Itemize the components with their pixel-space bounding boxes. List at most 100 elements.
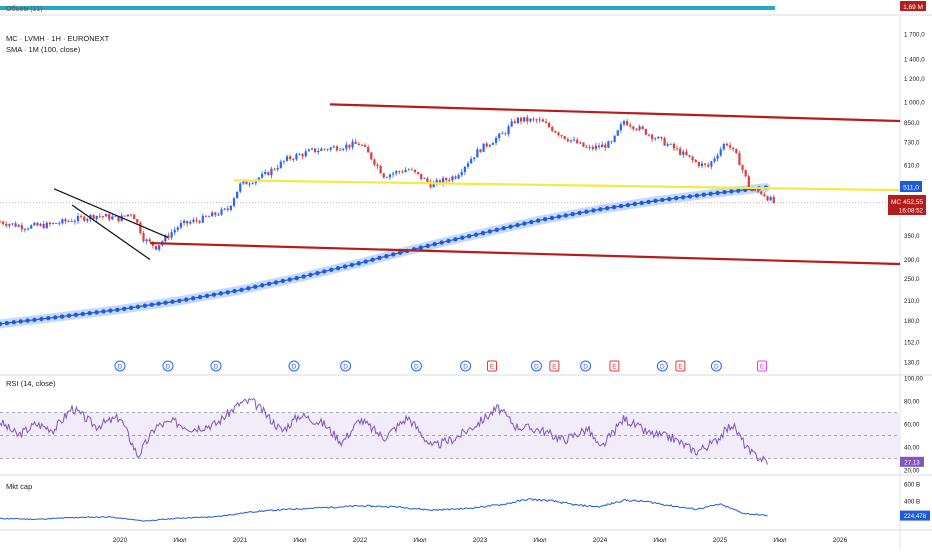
candle-body — [167, 235, 170, 238]
sma-dot — [149, 302, 154, 307]
price-tick-label: 1 700,0 — [904, 32, 925, 39]
candle-body — [582, 142, 585, 147]
candle-body — [2, 221, 5, 225]
candle-body — [351, 141, 354, 148]
candle-body — [20, 225, 23, 230]
sma-dot — [335, 265, 341, 271]
candle-body — [251, 183, 254, 184]
symbol-title[interactable]: MC · LVMH · 1H · EURONEXT — [6, 34, 110, 43]
sma-dot — [108, 308, 113, 313]
candle-body — [513, 121, 516, 123]
dividend-marker[interactable]: D — [210, 360, 222, 372]
dividend-marker[interactable]: D — [162, 360, 174, 372]
price-badge-symbol: MC — [891, 199, 901, 206]
sma-dot — [0, 321, 3, 327]
candle-body — [239, 183, 242, 192]
dividend-marker[interactable]: D — [656, 360, 668, 372]
dividend-marker[interactable]: D — [114, 360, 126, 372]
rsi-value-badge-text: 27,13 — [904, 459, 920, 466]
dividend-marker[interactable]: D — [580, 360, 592, 372]
candle-body — [697, 162, 700, 167]
candle-body — [722, 143, 725, 150]
candle-body — [142, 233, 145, 242]
candle-body — [504, 133, 507, 135]
candle-body — [523, 117, 526, 122]
dividend-marker[interactable]: D — [288, 360, 300, 372]
candle-body — [317, 150, 320, 153]
sma-dot — [598, 207, 603, 212]
time-tick-label: 2026 — [833, 537, 848, 544]
dividend-marker-circle — [460, 360, 472, 372]
candle-body — [679, 148, 682, 155]
event-marker-label: E — [678, 364, 683, 371]
candle-body — [591, 146, 594, 149]
candle-body — [644, 128, 647, 135]
candle-body — [473, 157, 476, 159]
candle-body — [704, 163, 707, 165]
candle-body — [516, 117, 520, 123]
dividend-marker[interactable]: D — [340, 360, 352, 372]
candle-body — [488, 144, 491, 147]
candle-body — [420, 173, 423, 180]
candle-body — [295, 154, 298, 160]
candle-body — [170, 232, 173, 238]
candle-body — [23, 229, 27, 230]
candle-body — [133, 214, 136, 220]
dividend-marker[interactable]: D — [460, 360, 472, 372]
candle-body — [67, 221, 70, 222]
sma-dot — [508, 224, 513, 229]
sma-dot — [370, 257, 375, 262]
earnings-marker[interactable]: E — [675, 360, 686, 372]
sma-dot — [4, 320, 10, 326]
rsi-panel[interactable]: RSI (14, close) — [0, 379, 900, 465]
candle-body — [638, 126, 641, 130]
mktcap-line — [0, 498, 768, 522]
sma-dot — [273, 280, 279, 285]
mktcap-panel[interactable]: Mkt cap — [0, 482, 768, 522]
sma-dot — [11, 320, 16, 325]
candle-body — [654, 138, 657, 140]
earnings-marker[interactable]: E — [487, 360, 497, 372]
earnings-marker[interactable]: E — [757, 360, 767, 372]
candle-body — [554, 131, 557, 133]
sma-dot — [135, 304, 141, 309]
candle-body — [148, 239, 151, 242]
earnings-marker[interactable]: E — [609, 360, 620, 372]
candle-body — [76, 216, 80, 222]
candle-body — [220, 209, 223, 215]
candle-body — [211, 212, 214, 217]
candle-body — [485, 143, 488, 147]
sma-dot — [687, 194, 693, 199]
candle-body — [348, 144, 351, 148]
rsi-tick-label: 80,00 — [904, 399, 920, 406]
sma-legend[interactable]: SMA · 1M (100, close) — [6, 45, 81, 54]
sma-dot — [729, 189, 734, 194]
dividend-marker-circle — [530, 360, 542, 372]
sma-dot — [446, 238, 451, 244]
candle-body — [363, 145, 367, 147]
candle-body — [529, 118, 532, 122]
candle-body — [192, 219, 195, 222]
event-marker-label: D — [166, 364, 171, 371]
sma-dot — [487, 229, 493, 234]
candle-body — [688, 155, 691, 157]
dividend-marker[interactable]: D — [710, 360, 722, 372]
dividend-marker-circle — [162, 360, 174, 372]
sma-dot — [266, 281, 272, 287]
dividend-marker-circle — [410, 360, 422, 372]
dividend-marker[interactable]: D — [410, 360, 422, 372]
sma-dot — [59, 314, 65, 319]
candle-body — [245, 181, 248, 185]
candle-body — [217, 214, 220, 216]
dividend-marker[interactable]: D — [530, 360, 542, 372]
earnings-marker[interactable]: E — [549, 360, 560, 372]
candle-body — [619, 124, 622, 131]
candle-body — [335, 146, 339, 151]
event-marker-label: D — [583, 364, 588, 371]
mktcap-value-badge — [900, 510, 930, 521]
earnings-marker-box — [609, 360, 620, 372]
price-tick-label: 180,0 — [904, 318, 920, 325]
candle-body — [276, 167, 279, 170]
